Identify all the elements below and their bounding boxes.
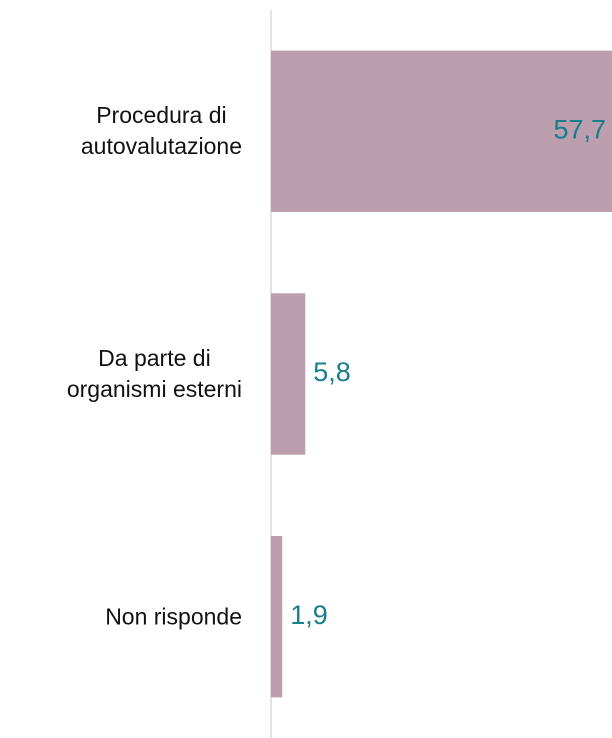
value-label: 57,7 [553, 114, 606, 144]
category-label: Da parte di organismi esterni [66, 345, 242, 402]
bar [271, 50, 612, 213]
bar [271, 535, 283, 698]
category-label: Non risponde [105, 603, 242, 630]
value-label: 1,9 [290, 600, 328, 630]
value-label: 5,8 [313, 357, 351, 387]
bar [271, 293, 306, 455]
category-label: Procedura di autovalutazione [80, 102, 242, 160]
